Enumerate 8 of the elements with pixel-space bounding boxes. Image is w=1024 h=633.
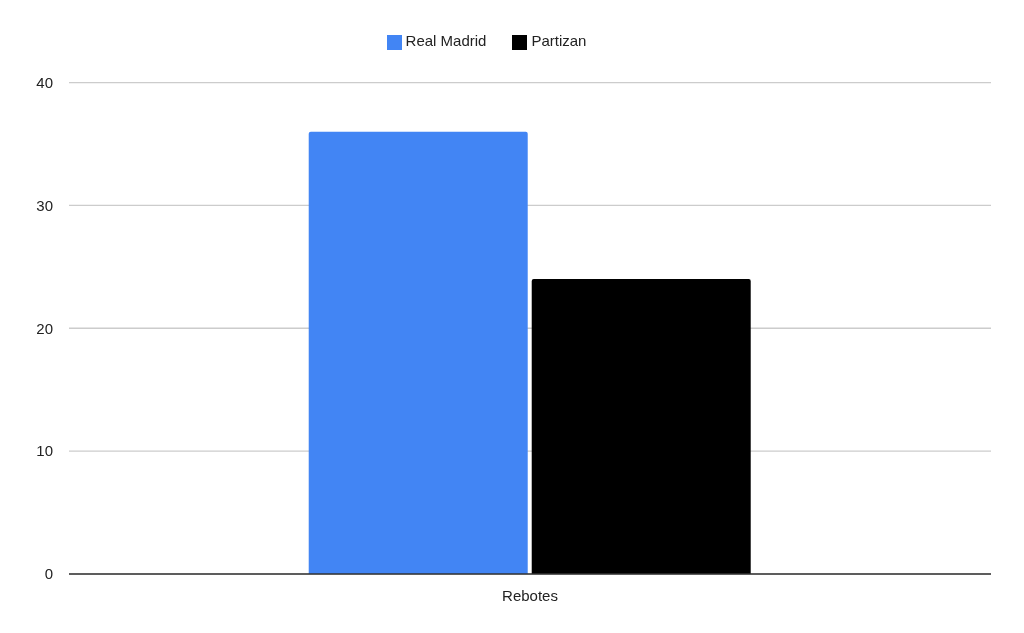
legend-label: Real Madrid (405, 32, 487, 49)
x-tick-label: Rebotes (502, 586, 558, 604)
y-tick-label: 40 (36, 73, 53, 91)
y-tick-label: 0 (44, 565, 53, 583)
y-tick-label: 20 (36, 319, 53, 337)
y-tick-label: 10 (36, 442, 53, 460)
y-tick-label: 30 (36, 196, 53, 214)
legend-label: Partizan (531, 32, 587, 49)
